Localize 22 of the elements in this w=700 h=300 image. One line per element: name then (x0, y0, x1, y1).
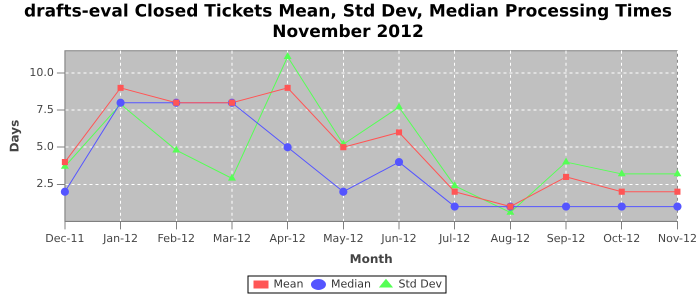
x-tick-label: Feb-12 (158, 232, 195, 245)
x-tick-label: Sep-12 (546, 232, 586, 245)
y-tick-label: 5.0 (36, 140, 54, 154)
x-tick-label: Jan-12 (102, 232, 138, 245)
x-tick-label: Jul-12 (438, 232, 470, 245)
x-tick-label: Jun-12 (380, 232, 417, 245)
y-axis-title: Days (7, 120, 22, 152)
x-tick-label: Oct-12 (603, 232, 640, 245)
x-tick-label: Mar-12 (212, 232, 251, 245)
y-tick-label: 2.5 (36, 177, 54, 190)
x-tick-label: Dec-11 (45, 232, 85, 245)
legend-label: Std Dev (398, 277, 442, 290)
x-tick-label: May-12 (323, 232, 364, 245)
y-tick-label: 7.5 (36, 103, 54, 116)
x-tick-label: Nov-12 (658, 232, 697, 245)
y-tick-label: 10.0 (29, 66, 54, 79)
x-axis-title: Month (350, 252, 393, 266)
x-tick-label: Aug-12 (490, 232, 530, 245)
chart-title: drafts-eval Closed Tickets Mean, Std Dev, Median Processing Times November 2012 (24, 2, 672, 42)
legend-label: Mean (274, 277, 304, 290)
legend-label: Median (330, 277, 372, 290)
x-tick-label: Apr-12 (269, 232, 306, 245)
